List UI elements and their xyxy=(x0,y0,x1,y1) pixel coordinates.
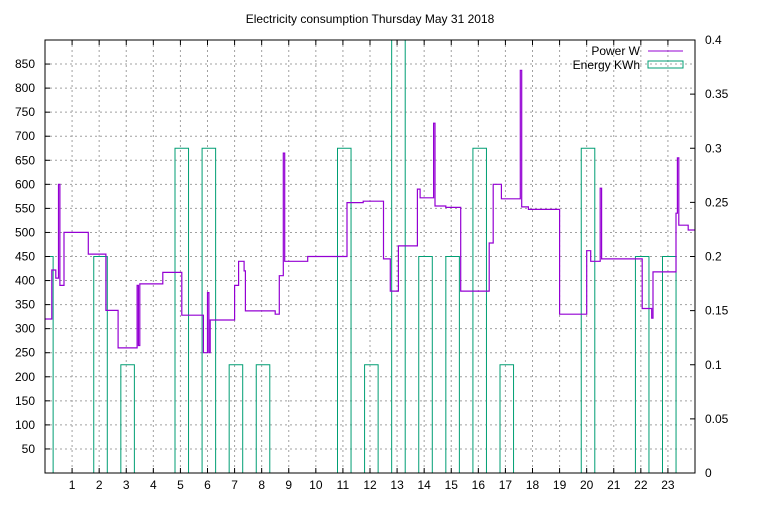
energy-bar xyxy=(499,364,515,473)
power-line xyxy=(45,69,695,354)
axis-ticks: 1 2 3 4 5 6 7 8 9 10 11 12 13 14 15 16 17 18 19 20 21 22 23501… xyxy=(15,33,729,492)
y-tick-label: 50 xyxy=(22,442,36,456)
energy-bar xyxy=(201,147,217,473)
y-tick-label: 300 xyxy=(15,322,35,336)
y-tick-label: 500 xyxy=(15,225,35,239)
energy-series xyxy=(44,39,677,473)
y-tick-label: 450 xyxy=(15,250,35,264)
y-tick-label: 250 xyxy=(15,346,35,360)
x-tick-label: 12 xyxy=(363,478,377,492)
x-tick-label: 18 xyxy=(526,478,540,492)
energy-bar xyxy=(418,256,433,473)
y-tick-label: 400 xyxy=(15,274,35,288)
x-tick-label: 11 xyxy=(337,478,350,492)
y2-tick-label: 0.15 xyxy=(705,304,729,318)
y-tick-label: 650 xyxy=(15,153,35,167)
y-tick-label: 150 xyxy=(15,394,35,408)
chart-title: Electricity consumption Thursday May 31 … xyxy=(246,12,495,26)
x-tick-label: 23 xyxy=(661,478,675,492)
energy-bar xyxy=(662,256,677,473)
x-tick-label: 1 xyxy=(69,478,76,492)
energy-bar xyxy=(472,147,487,473)
energy-bar xyxy=(445,256,460,473)
legend-label-energy: Energy KWh xyxy=(573,58,640,72)
legend-label-power: Power W xyxy=(591,44,640,58)
y2-tick-label: 0.35 xyxy=(705,87,729,101)
y2-tick-label: 0.25 xyxy=(705,195,729,209)
x-tick-label: 13 xyxy=(390,478,404,492)
y-tick-label: 200 xyxy=(15,370,35,384)
energy-bar xyxy=(93,256,108,473)
energy-bar xyxy=(580,147,596,473)
energy-bar xyxy=(634,256,650,473)
legend: Power W Energy KWh xyxy=(573,44,684,72)
x-tick-label: 6 xyxy=(204,478,211,492)
energy-bar xyxy=(228,364,244,473)
x-tick-label: 22 xyxy=(634,478,648,492)
energy-bar xyxy=(174,147,190,473)
x-tick-label: 8 xyxy=(258,478,265,492)
x-tick-label: 15 xyxy=(445,478,459,492)
x-tick-label: 9 xyxy=(285,478,292,492)
y-tick-label: 550 xyxy=(15,201,35,215)
y2-tick-label: 0.1 xyxy=(705,358,722,372)
energy-bar xyxy=(337,147,352,473)
y-tick-label: 700 xyxy=(15,129,35,143)
legend-key-energy xyxy=(647,60,684,69)
x-tick-label: 7 xyxy=(231,478,238,492)
y-tick-label: 600 xyxy=(15,177,35,191)
x-tick-label: 10 xyxy=(309,478,323,492)
x-tick-label: 2 xyxy=(96,478,103,492)
x-tick-label: 20 xyxy=(580,478,594,492)
energy-bar xyxy=(364,364,379,473)
power-series xyxy=(45,69,695,354)
energy-bar xyxy=(120,364,135,473)
y2-tick-label: 0.05 xyxy=(705,412,729,426)
grid xyxy=(45,40,695,473)
y-tick-label: 100 xyxy=(15,418,35,432)
y-tick-label: 800 xyxy=(15,81,35,95)
energy-bar xyxy=(255,364,271,473)
y2-tick-label: 0.4 xyxy=(705,33,722,47)
x-tick-label: 16 xyxy=(472,478,486,492)
y2-tick-label: 0.2 xyxy=(705,250,722,264)
x-tick-label: 3 xyxy=(123,478,130,492)
x-tick-label: 17 xyxy=(499,478,513,492)
x-tick-label: 14 xyxy=(417,478,431,492)
x-tick-label: 4 xyxy=(150,478,157,492)
plot-frame xyxy=(44,39,696,474)
y-tick-label: 750 xyxy=(15,105,35,119)
y2-tick-label: 0.3 xyxy=(705,141,722,155)
y-tick-label: 350 xyxy=(15,298,35,312)
y-tick-label: 850 xyxy=(15,57,35,71)
x-tick-label: 5 xyxy=(177,478,184,492)
x-tick-label: 21 xyxy=(607,478,621,492)
x-tick-label: 19 xyxy=(553,478,567,492)
y2-tick-label: 0 xyxy=(705,466,712,480)
